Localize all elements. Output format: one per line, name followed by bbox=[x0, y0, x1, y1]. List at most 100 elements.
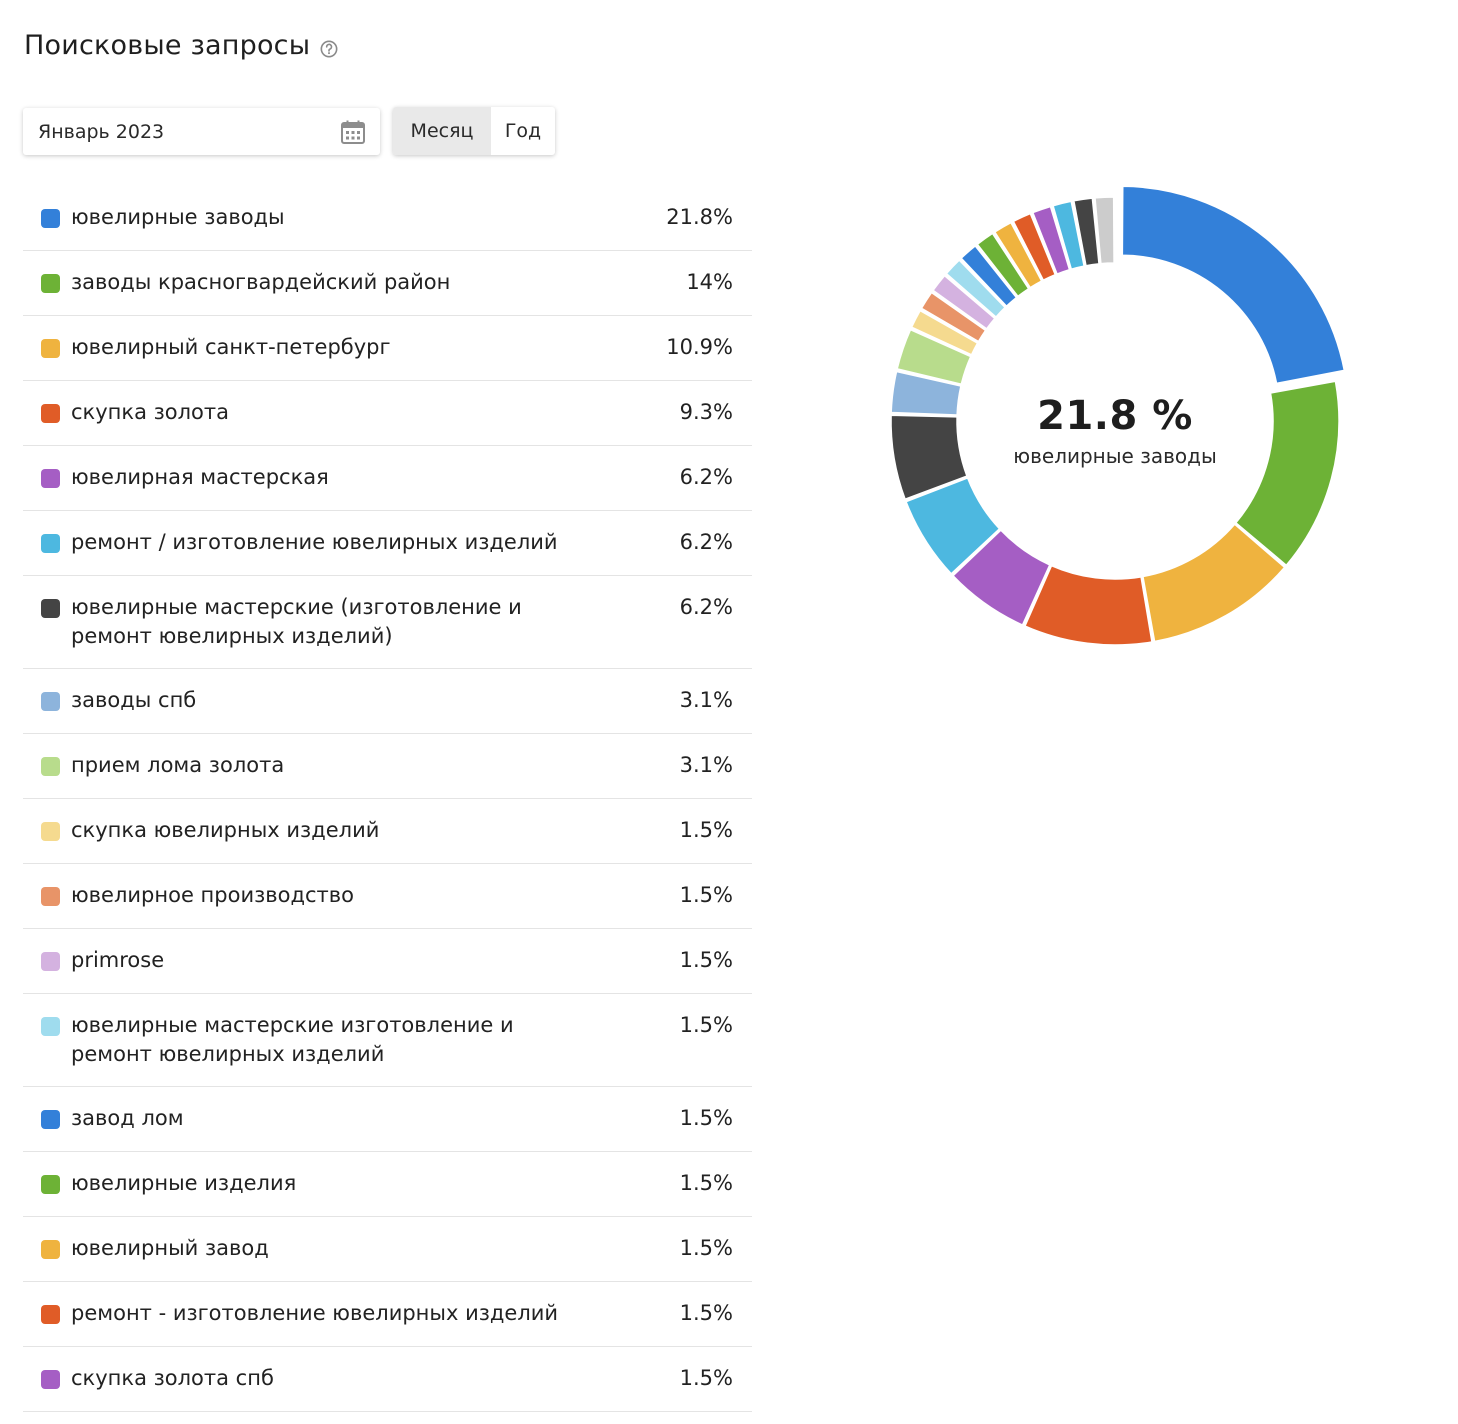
legend-swatch bbox=[41, 1240, 60, 1259]
legend-label: прием лома золота bbox=[71, 753, 285, 777]
legend-item[interactable]: ремонт / изготовление ювелирных изделий 6… bbox=[23, 511, 752, 576]
legend-percent: 1.5% bbox=[679, 1301, 733, 1325]
calendar-icon[interactable] bbox=[340, 119, 366, 145]
legend-label: скупка золота спб bbox=[71, 1366, 274, 1390]
legend-percent: 10.9% bbox=[666, 335, 733, 359]
legend-label: ювелирные мастерские (изготовление и рем… bbox=[71, 595, 522, 648]
legend-percent: 1.5% bbox=[679, 1366, 733, 1390]
legend-swatch bbox=[41, 469, 60, 488]
donut-slice[interactable] bbox=[905, 476, 1001, 575]
legend-label: primrose bbox=[71, 948, 165, 972]
legend-item[interactable]: ювелирные мастерские изготовление и ремо… bbox=[23, 994, 752, 1087]
legend-item[interactable]: ювелирные мастерские (изготовление и рем… bbox=[23, 576, 752, 669]
legend-label: заводы спб bbox=[71, 688, 197, 712]
legend-label: ювелирные мастерские изготовление и ремо… bbox=[71, 1013, 514, 1066]
legend-percent: 6.2% bbox=[679, 465, 733, 489]
legend-swatch bbox=[41, 822, 60, 841]
legend-item[interactable]: заводы спб 3.1% bbox=[23, 669, 752, 734]
legend-swatch bbox=[41, 887, 60, 906]
legend-item[interactable]: скупка золота спб 1.5% bbox=[23, 1347, 752, 1412]
legend-item[interactable]: ювелирные заводы 21.8% bbox=[23, 186, 752, 251]
period-year-button[interactable]: Год bbox=[504, 120, 542, 142]
legend-item[interactable]: ювелирный завод 1.5% bbox=[23, 1217, 752, 1282]
legend-percent: 1.5% bbox=[679, 818, 733, 842]
page-title: Поисковые запросы bbox=[24, 30, 338, 61]
legend-label: ремонт / изготовление ювелирных изделий bbox=[71, 530, 558, 554]
period-month-button[interactable]: Месяц bbox=[393, 107, 491, 155]
period-toggle: Месяц Год bbox=[393, 107, 555, 155]
legend-item[interactable]: прием лома золота 3.1% bbox=[23, 734, 752, 799]
legend-percent: 14% bbox=[686, 270, 733, 294]
legend-swatch bbox=[41, 1017, 60, 1036]
legend-item[interactable]: заводы красногвардейский район 14% bbox=[23, 251, 752, 316]
legend-label: ювелирное производство bbox=[71, 883, 355, 907]
donut-slice[interactable] bbox=[910, 309, 979, 356]
legend-swatch bbox=[41, 1110, 60, 1129]
donut-slice[interactable] bbox=[890, 370, 962, 416]
legend-percent: 3.1% bbox=[679, 688, 733, 712]
donut-slice[interactable] bbox=[976, 232, 1030, 298]
donut-slice[interactable] bbox=[1023, 564, 1153, 646]
donut-slice[interactable] bbox=[952, 529, 1051, 626]
legend-swatch bbox=[41, 692, 60, 711]
donut-chart: 21.8 % ювелирные заводы bbox=[880, 180, 1360, 660]
legend-label: ювелирная мастерская bbox=[71, 465, 329, 489]
donut-slice[interactable] bbox=[993, 221, 1043, 289]
legend-label: завод лом bbox=[71, 1106, 184, 1130]
legend-percent: 1.5% bbox=[679, 1013, 733, 1037]
donut-center-value: 21.8 % bbox=[1037, 393, 1193, 439]
legend-percent: 1.5% bbox=[679, 1236, 733, 1260]
legend-label: ювелирные заводы bbox=[71, 205, 285, 229]
legend-item[interactable]: скупка золота 9.3% bbox=[23, 381, 752, 446]
donut-slice[interactable] bbox=[945, 258, 1007, 319]
donut-center-label: ювелирные заводы bbox=[1013, 444, 1217, 468]
legend-swatch bbox=[41, 209, 60, 228]
donut-slice[interactable] bbox=[1031, 205, 1071, 275]
legend-item[interactable]: скупка ювелирных изделий 1.5% bbox=[23, 799, 752, 864]
donut-slice[interactable] bbox=[1121, 185, 1346, 385]
date-picker-value: Январь 2023 bbox=[38, 120, 165, 143]
donut-slice[interactable] bbox=[1234, 380, 1340, 567]
legend-label: ювелирный санкт-петербург bbox=[71, 335, 391, 359]
legend-item[interactable]: ювелирный санкт-петербург 10.9% bbox=[23, 316, 752, 381]
legend-percent: 6.2% bbox=[679, 530, 733, 554]
legend-percent: 1.5% bbox=[679, 1171, 733, 1195]
legend-percent: 3.1% bbox=[679, 753, 733, 777]
legend-label: ювелирные изделия bbox=[71, 1171, 297, 1195]
legend-percent: 9.3% bbox=[679, 400, 733, 424]
donut-slice[interactable] bbox=[1142, 523, 1286, 643]
legend-item[interactable]: primrose 1.5% bbox=[23, 929, 752, 994]
legend-percent: 1.5% bbox=[679, 1106, 733, 1130]
legend-swatch bbox=[41, 599, 60, 618]
donut-slice[interactable] bbox=[1094, 196, 1115, 265]
legend-percent: 6.2% bbox=[679, 595, 733, 619]
donut-slice[interactable] bbox=[896, 328, 972, 386]
donut-slice[interactable] bbox=[960, 244, 1018, 308]
question-circle-icon[interactable] bbox=[320, 40, 338, 58]
legend-label: скупка ювелирных изделий bbox=[71, 818, 380, 842]
legend-label: заводы красногвардейский район bbox=[71, 270, 451, 294]
donut-slice[interactable] bbox=[1072, 197, 1100, 267]
legend-swatch bbox=[41, 1175, 60, 1194]
legend-swatch bbox=[41, 952, 60, 971]
legend-label: ремонт - изготовление ювелирных изделий bbox=[71, 1301, 559, 1325]
legend-swatch bbox=[41, 1370, 60, 1389]
legend-swatch bbox=[41, 534, 60, 553]
legend-percent: 1.5% bbox=[679, 948, 733, 972]
legend-item[interactable]: ремонт - изготовление ювелирных изделий 1… bbox=[23, 1282, 752, 1347]
legend-item[interactable]: завод лом 1.5% bbox=[23, 1087, 752, 1152]
donut-slice[interactable] bbox=[1012, 212, 1057, 282]
legend-swatch bbox=[41, 404, 60, 423]
legend-item[interactable]: ювелирные изделия 1.5% bbox=[23, 1152, 752, 1217]
donut-slice[interactable] bbox=[932, 274, 996, 330]
legend-swatch bbox=[41, 757, 60, 776]
donut-slice[interactable] bbox=[920, 291, 987, 343]
legend-percent: 21.8% bbox=[666, 205, 733, 229]
legend-swatch bbox=[41, 274, 60, 293]
donut-slice[interactable] bbox=[1052, 200, 1085, 271]
donut-slice[interactable] bbox=[890, 414, 968, 501]
legend-item[interactable]: ювелирное производство 1.5% bbox=[23, 864, 752, 929]
legend-label: ювелирный завод bbox=[71, 1236, 269, 1260]
legend-item[interactable]: ювелирная мастерская 6.2% bbox=[23, 446, 752, 511]
month-date-picker[interactable]: Январь 2023 bbox=[23, 108, 380, 155]
